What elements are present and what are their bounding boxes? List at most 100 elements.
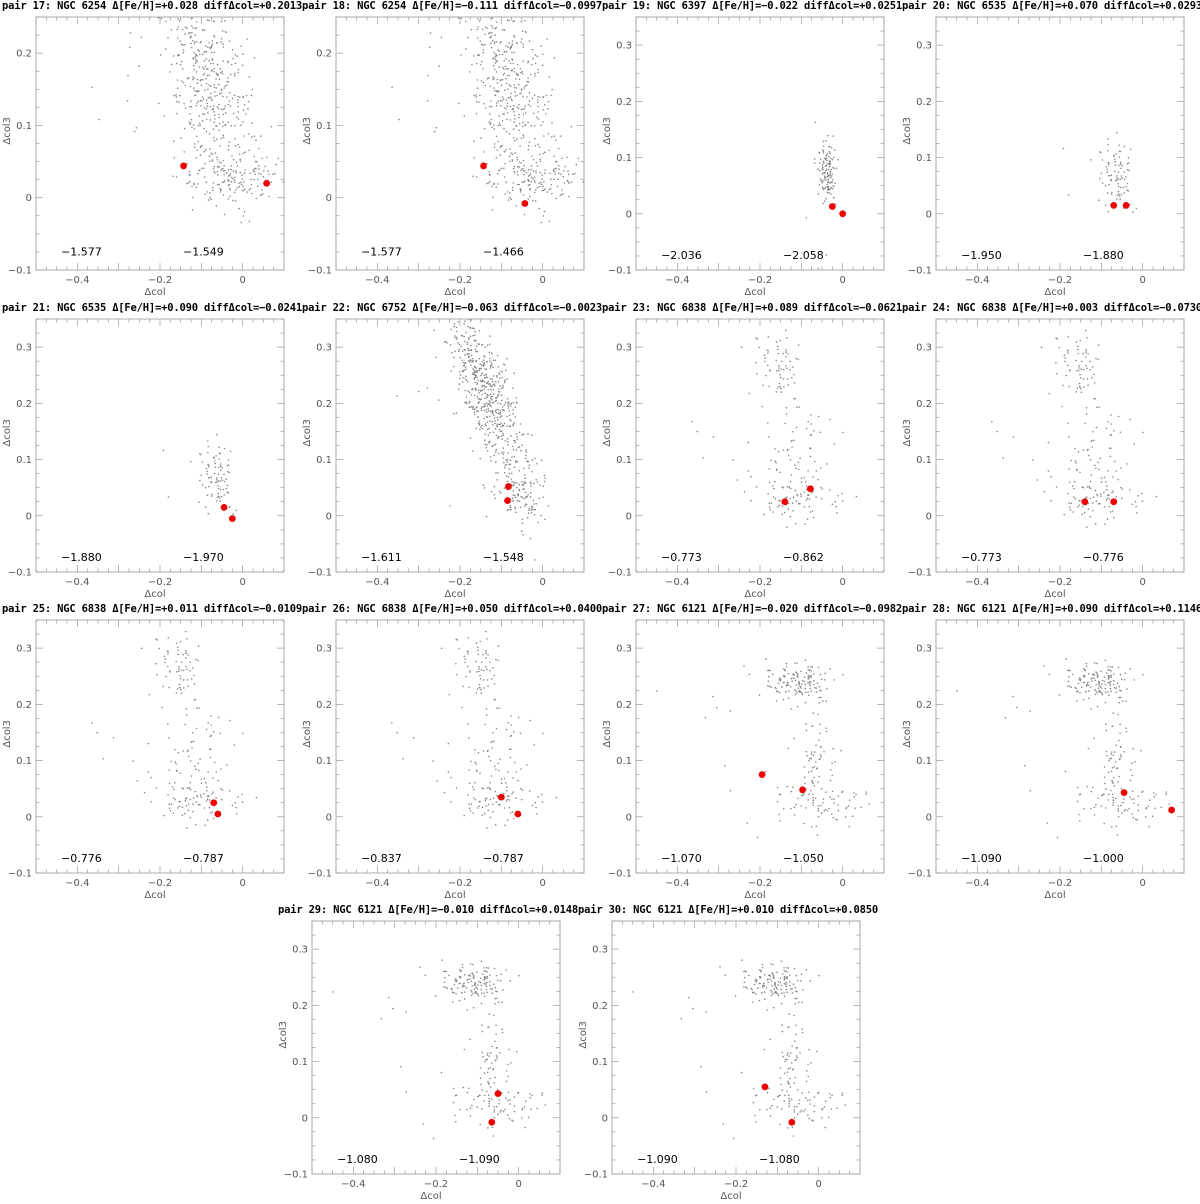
star-point	[470, 406, 473, 408]
star-point	[1048, 392, 1051, 395]
star-point	[534, 457, 536, 460]
star-point	[547, 505, 550, 507]
star-point	[489, 360, 491, 362]
star-point	[227, 179, 229, 182]
feh-right-label: −1.090	[459, 1153, 500, 1166]
star-point	[471, 1104, 473, 1107]
star-point	[282, 181, 284, 183]
star-point	[497, 1001, 500, 1003]
scatter-panel: pair 20: NGC 6535 Δ[Fe/H]=+0.070 diffΔco…	[900, 0, 1200, 300]
star-point	[791, 988, 793, 990]
star-point	[190, 775, 193, 777]
star-point	[215, 797, 217, 799]
star-point	[555, 197, 557, 200]
star-point	[220, 469, 222, 472]
star-point	[486, 827, 488, 829]
star-point	[790, 474, 793, 476]
star-point	[216, 481, 218, 483]
star-point	[1134, 761, 1136, 763]
star-point	[506, 357, 508, 360]
star-point	[1112, 476, 1114, 478]
star-point	[817, 805, 820, 807]
star-point	[534, 176, 536, 179]
star-point	[494, 451, 497, 453]
star-point	[1106, 518, 1109, 520]
star-point	[196, 41, 198, 43]
star-point	[517, 1091, 520, 1094]
star-point	[206, 494, 209, 496]
star-point	[765, 374, 767, 377]
star-point	[820, 689, 822, 692]
star-point	[506, 798, 509, 801]
star-point	[1129, 796, 1131, 798]
star-point	[476, 28, 478, 31]
star-point	[495, 461, 497, 463]
star-point	[1120, 186, 1122, 189]
star-point	[232, 199, 234, 202]
star-point	[518, 113, 520, 116]
star-point	[767, 685, 769, 687]
star-point	[797, 1001, 800, 1003]
star-point	[810, 674, 812, 677]
star-cloud	[991, 329, 1158, 528]
y-tick-label: 0.1	[316, 756, 332, 767]
star-point	[829, 176, 832, 179]
star-point	[817, 666, 820, 669]
star-point	[219, 732, 222, 735]
star-point	[803, 822, 805, 825]
star-point	[502, 66, 504, 69]
star-point	[468, 338, 470, 341]
star-point	[513, 494, 516, 497]
x-tick-label: 0	[839, 878, 845, 889]
star-point	[191, 740, 193, 743]
star-point	[1107, 771, 1110, 773]
star-point	[772, 673, 774, 676]
star-point	[259, 194, 262, 197]
star-point	[476, 993, 479, 995]
star-point	[184, 33, 186, 36]
star-point	[526, 460, 529, 463]
star-point	[780, 984, 783, 987]
star-point	[514, 460, 517, 462]
star-point	[1120, 497, 1123, 500]
star-point	[470, 348, 473, 351]
star-point	[501, 79, 504, 81]
star-point	[484, 1060, 486, 1063]
star-point	[787, 672, 790, 675]
star-point	[808, 1048, 810, 1051]
star-point	[241, 189, 244, 192]
star-point	[489, 974, 491, 976]
star-point	[780, 988, 782, 991]
star-point	[1012, 436, 1015, 438]
star-point	[700, 1065, 702, 1068]
star-point	[829, 796, 831, 798]
star-point	[470, 994, 473, 997]
feh-right-label: −1.080	[759, 1153, 800, 1166]
star-point	[456, 336, 458, 339]
star-point	[482, 669, 485, 672]
star-point	[205, 728, 208, 731]
star-point	[507, 771, 509, 773]
star-point	[206, 105, 209, 107]
star-point	[529, 173, 532, 175]
star-point	[215, 125, 217, 127]
star-point	[458, 383, 461, 385]
star-point	[206, 74, 209, 77]
star-point	[1110, 174, 1113, 177]
star-point	[198, 169, 201, 171]
star-point	[492, 414, 495, 416]
star-point	[488, 1097, 490, 1100]
star-point	[799, 1052, 801, 1054]
star-point	[1096, 691, 1098, 694]
star-point	[229, 173, 232, 175]
star-point	[1101, 159, 1104, 161]
star-point	[497, 412, 500, 414]
y-tick-label: −0.1	[608, 568, 632, 579]
star-point	[500, 415, 503, 417]
star-point	[779, 1123, 781, 1126]
star-point	[817, 192, 820, 195]
x-axis-label: Δcol	[144, 890, 165, 901]
scatter-panel: pair 22: NGC 6752 Δ[Fe/H]=−0.063 diffΔco…	[300, 302, 602, 602]
star-point	[502, 453, 505, 456]
star-point	[771, 972, 774, 975]
